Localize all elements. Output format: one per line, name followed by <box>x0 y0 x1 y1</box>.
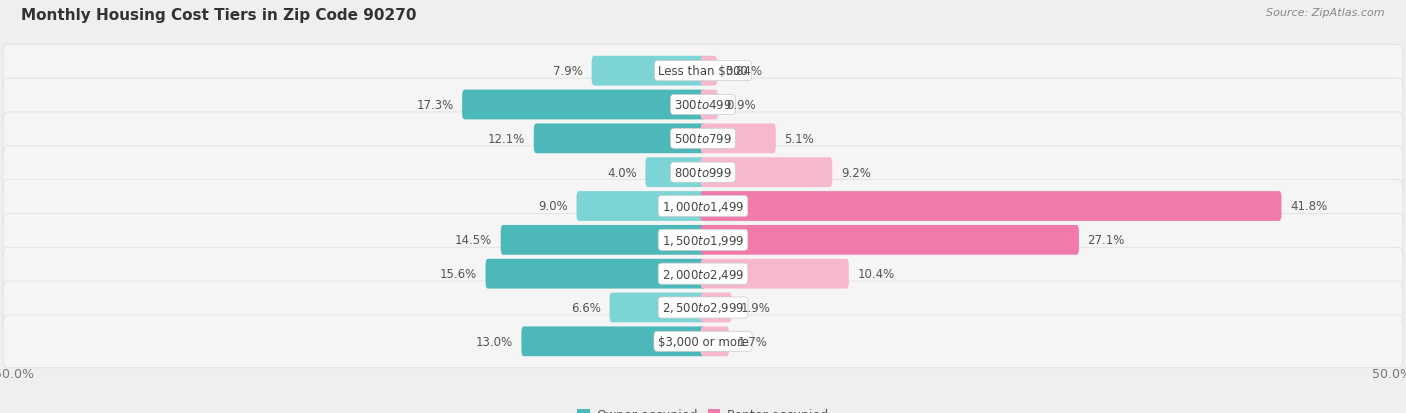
Text: 41.8%: 41.8% <box>1289 200 1327 213</box>
Text: 27.1%: 27.1% <box>1087 234 1125 247</box>
FancyBboxPatch shape <box>576 192 706 221</box>
FancyBboxPatch shape <box>3 214 1403 266</box>
Text: 1.7%: 1.7% <box>738 335 768 348</box>
Text: $300 to $499: $300 to $499 <box>673 99 733 112</box>
Text: 0.9%: 0.9% <box>727 99 756 112</box>
FancyBboxPatch shape <box>3 281 1403 334</box>
FancyBboxPatch shape <box>463 90 706 120</box>
Text: 7.9%: 7.9% <box>553 65 583 78</box>
Text: 17.3%: 17.3% <box>416 99 454 112</box>
Text: 9.0%: 9.0% <box>538 200 568 213</box>
FancyBboxPatch shape <box>501 225 706 255</box>
Text: 0.84%: 0.84% <box>725 65 762 78</box>
Text: 4.0%: 4.0% <box>607 166 637 179</box>
FancyBboxPatch shape <box>700 259 849 289</box>
Text: $500 to $799: $500 to $799 <box>673 133 733 145</box>
Text: Less than $300: Less than $300 <box>658 65 748 78</box>
FancyBboxPatch shape <box>700 158 832 188</box>
Text: $2,000 to $2,499: $2,000 to $2,499 <box>662 267 744 281</box>
Text: $3,000 or more: $3,000 or more <box>658 335 748 348</box>
FancyBboxPatch shape <box>700 192 1281 221</box>
Text: 15.6%: 15.6% <box>440 268 477 280</box>
Text: 1.9%: 1.9% <box>740 301 770 314</box>
FancyBboxPatch shape <box>700 124 776 154</box>
FancyBboxPatch shape <box>700 90 718 120</box>
Text: $800 to $999: $800 to $999 <box>673 166 733 179</box>
Text: 6.6%: 6.6% <box>571 301 600 314</box>
FancyBboxPatch shape <box>3 79 1403 132</box>
FancyBboxPatch shape <box>700 57 717 86</box>
FancyBboxPatch shape <box>485 259 706 289</box>
FancyBboxPatch shape <box>3 45 1403 98</box>
Text: 14.5%: 14.5% <box>456 234 492 247</box>
Text: 5.1%: 5.1% <box>785 133 814 145</box>
FancyBboxPatch shape <box>700 327 728 356</box>
FancyBboxPatch shape <box>534 124 706 154</box>
FancyBboxPatch shape <box>3 248 1403 300</box>
Text: $2,500 to $2,999: $2,500 to $2,999 <box>662 301 744 315</box>
Text: 12.1%: 12.1% <box>488 133 526 145</box>
FancyBboxPatch shape <box>700 293 731 323</box>
Text: 10.4%: 10.4% <box>858 268 894 280</box>
FancyBboxPatch shape <box>610 293 706 323</box>
FancyBboxPatch shape <box>645 158 706 188</box>
FancyBboxPatch shape <box>592 57 706 86</box>
Text: $1,500 to $1,999: $1,500 to $1,999 <box>662 233 744 247</box>
FancyBboxPatch shape <box>522 327 706 356</box>
Text: 13.0%: 13.0% <box>475 335 513 348</box>
Text: Monthly Housing Cost Tiers in Zip Code 90270: Monthly Housing Cost Tiers in Zip Code 9… <box>21 8 416 23</box>
Text: Source: ZipAtlas.com: Source: ZipAtlas.com <box>1267 8 1385 18</box>
FancyBboxPatch shape <box>3 180 1403 233</box>
FancyBboxPatch shape <box>3 147 1403 199</box>
Text: 9.2%: 9.2% <box>841 166 870 179</box>
Text: $1,000 to $1,499: $1,000 to $1,499 <box>662 199 744 214</box>
FancyBboxPatch shape <box>700 225 1078 255</box>
Legend: Owner-occupied, Renter-occupied: Owner-occupied, Renter-occupied <box>572 404 834 413</box>
FancyBboxPatch shape <box>3 315 1403 368</box>
FancyBboxPatch shape <box>3 113 1403 165</box>
